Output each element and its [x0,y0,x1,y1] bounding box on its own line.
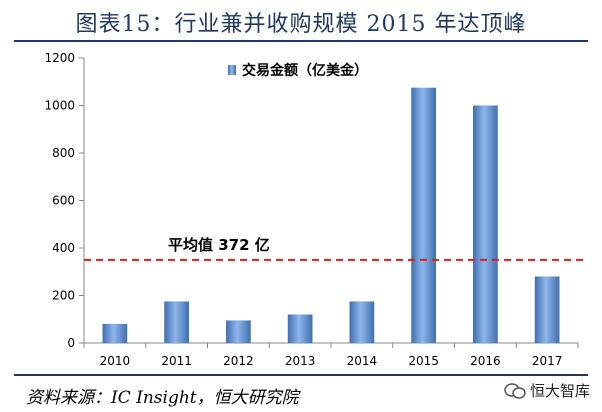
y-tick-label: 600 [52,194,75,208]
source-note: 资料来源：IC Insight，恒大研究院 [26,388,299,408]
source-divider [14,374,588,376]
chart-title: 图表15：行业兼并收购规模 2015 年达顶峰 [75,12,527,37]
bar-2011 [164,301,189,343]
y-tick-label: 800 [52,146,75,160]
y-tick-label: 400 [52,241,75,255]
title-divider [14,40,588,42]
bar-2010 [102,324,128,343]
y-tick-label: 0 [67,336,75,350]
average-line-label: 平均值 372 亿 [168,236,270,254]
chat-bubble-icon [504,382,526,399]
x-tick-label: 2014 [347,354,378,368]
x-tick-label: 2012 [223,354,254,368]
x-tick-label: 2011 [161,354,192,368]
x-tick-label: 2015 [408,354,439,368]
y-tick-label: 1000 [44,99,75,113]
watermark-text: 恒大智库 [529,382,590,400]
x-tick-label: 2010 [100,354,131,368]
y-tick-label: 1200 [44,51,75,65]
x-tick-label: 2017 [532,354,563,368]
legend-label: 交易金额（亿美金） [242,62,368,79]
bar-2014 [349,301,375,343]
bars [102,87,560,343]
bar-2012 [226,320,251,343]
watermark: 恒大智库 [504,380,590,401]
legend-swatch [228,65,236,75]
bar-2015 [411,87,436,343]
y-tick-label: 200 [52,289,75,303]
bar-2013 [287,314,313,343]
legend: 交易金额（亿美金） [228,62,368,79]
bar-2017 [534,276,560,343]
y-axis: 0 200 400 600 800 1000 1200 [44,51,85,350]
x-tick-label: 2016 [470,354,501,368]
reference-line-group: 平均值 372 亿 [84,236,588,261]
x-axis: 2010 2011 2012 2013 2014 2015 2016 2017 [83,342,579,368]
bar-2016 [473,105,498,343]
x-tick-label: 2013 [285,354,316,368]
